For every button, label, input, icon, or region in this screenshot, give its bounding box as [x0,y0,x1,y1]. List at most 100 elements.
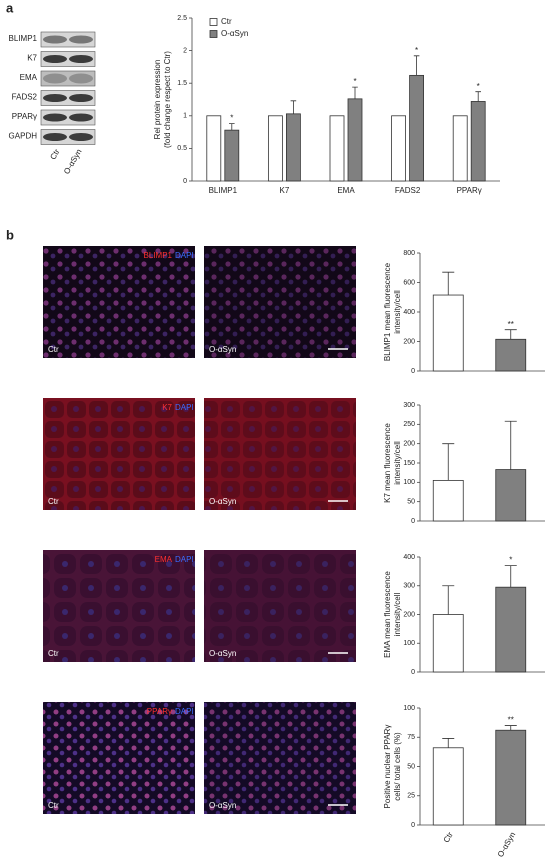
blot-row-label: K7 [27,54,37,63]
blot-band [43,113,67,122]
error-bar [504,725,517,731]
marker-label: EMA [155,555,173,564]
western-blot: BLIMP1 K7 EMA FADS2 PPARγ GAPDH Ctr O-αSyn [9,31,96,176]
bar [470,101,486,182]
y-tick-label: 100 [403,479,415,486]
error-bar [442,585,455,615]
counterstain-label: DAPI [175,707,194,716]
legend-label: Ctr [221,17,232,26]
y-axis-label: EMA mean fluorescence [383,571,392,658]
y-axis-label: (fold change respect to Ctr) [163,51,172,148]
y-tick-label: 400 [403,309,415,316]
blot-row-label: FADS2 [12,93,38,102]
bar [432,294,464,372]
x-tick-label: PPARγ [457,186,482,195]
y-axis-label: intensity/cell [393,290,402,334]
blot-row-label: EMA [20,73,38,82]
blot-band [69,113,93,122]
y-axis-label: intensity/cell [393,592,402,636]
y-tick-label: 150 [403,460,415,467]
bar [432,747,464,826]
micrograph-cells [204,246,356,358]
y-tick-label: 300 [403,583,415,590]
micrograph-cells [43,246,195,358]
legend-label: O-αSyn [221,29,248,38]
blot-lane-label: Ctr [48,147,61,161]
y-tick-label: 1 [183,113,187,120]
micrograph-cells [204,550,356,662]
significance: * [477,82,480,91]
y-tick-label: 0.5 [177,145,187,152]
bar [391,115,407,182]
micrograph-cells [204,398,356,510]
condition-label: O-αSyn [209,497,236,506]
blot-band [69,133,93,141]
bar [452,115,468,182]
y-tick-label: 2 [183,47,187,54]
condition-label: Ctr [48,497,59,506]
blot-band [43,133,67,141]
significance: ** [508,716,514,725]
bar [495,586,527,673]
counterstain-label: DAPI [175,555,194,564]
error-bar [504,329,517,340]
error-bar [352,86,358,99]
bar [267,115,283,182]
y-axis-label: K7 mean fluorescence [383,423,392,503]
blot-band [43,94,67,102]
significance: * [415,46,418,55]
y-tick-label: 0 [411,518,415,525]
y-tick-label: 250 [403,421,415,428]
blot-band [69,55,93,63]
condition-label: O-αSyn [209,801,236,810]
bar [432,479,464,522]
y-tick-label: 200 [403,441,415,448]
y-tick-label: 800 [403,250,415,257]
bar [495,469,527,522]
y-tick-label: 2.5 [177,15,187,22]
marker-label: BLIMP1 [144,251,173,260]
y-tick-label: 0 [411,368,415,375]
blot-row-label: PPARγ [12,112,37,121]
bar [206,115,222,182]
blot-lane-label: O-αSyn [62,148,83,176]
y-tick-label: 0 [183,178,187,185]
significance: * [509,556,512,565]
error-bar [442,443,455,481]
blot-row-label: BLIMP1 [9,34,38,43]
y-axis-label: BLIMP1 mean fluorescence [383,262,392,361]
micrograph-cells [43,702,195,814]
marker-label: PPARγ [147,707,172,716]
blot-band [69,73,93,84]
legend-swatch [209,18,218,26]
y-tick-label: 50 [407,499,415,506]
bar [432,614,464,673]
y-tick-label: 0 [411,669,415,676]
bar [409,74,425,182]
blot-band [43,73,67,84]
significance: ** [508,320,514,329]
counterstain-label: DAPI [175,251,194,260]
y-axis-label: Positive nuclear PPARγ [383,725,392,809]
bar [495,729,527,826]
y-tick-label: 400 [403,554,415,561]
error-bar [413,55,420,76]
marker-label: K7 [162,403,172,412]
panel-label: b [6,227,14,242]
blot-band [43,55,67,63]
significance: * [230,114,233,123]
condition-label: Ctr [48,345,59,354]
error-bar [442,738,455,748]
legend-swatch [209,30,218,38]
x-tick-label: BLIMP1 [209,186,238,195]
x-tick-label: EMA [337,186,355,195]
error-bar [290,100,297,114]
blot-row-label: GAPDH [9,132,38,141]
y-tick-label: 100 [403,640,415,647]
y-tick-label: 1.5 [177,80,187,87]
bar [285,113,301,182]
bar [224,129,240,182]
y-axis-label: Rel protein expression [153,60,162,140]
error-bar [475,91,481,102]
x-tick-label: Ctr [442,830,455,844]
